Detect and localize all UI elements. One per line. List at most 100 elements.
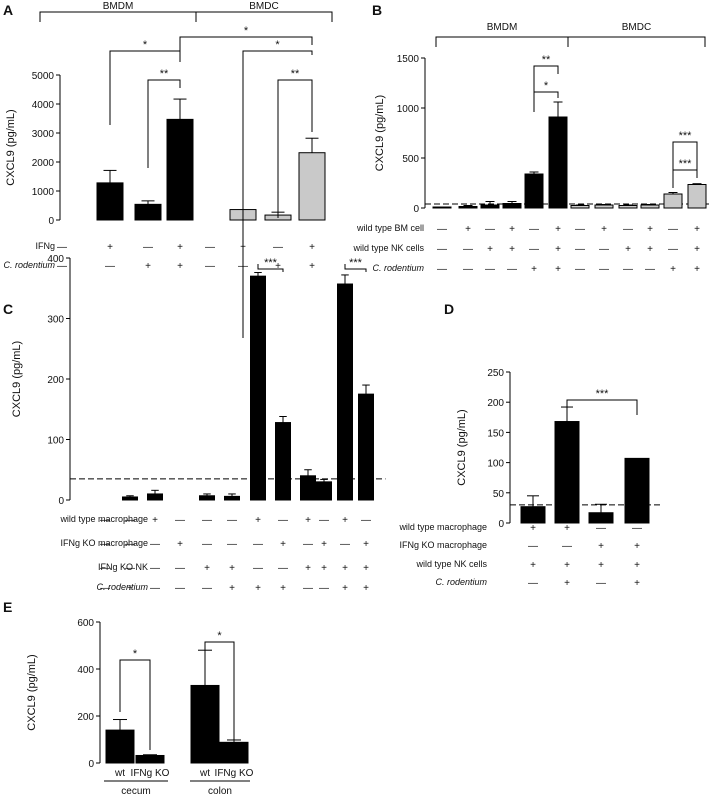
panel-e-significance-bracket (204, 641, 235, 742)
panel-c-condition-sign: — (125, 563, 135, 574)
panel-b-bar (458, 206, 478, 209)
panel-e-group-label: colon (208, 786, 232, 797)
panel-e-bar (190, 684, 220, 764)
panel-b-bar (502, 203, 522, 209)
panel-b-condition-sign: — (575, 224, 585, 235)
panel-c-significance-label: *** (349, 257, 363, 269)
panel-d-y-tick-label: 150 (487, 428, 504, 439)
panel-c-condition-sign: — (125, 539, 135, 550)
panel-c-condition-sign: + (255, 583, 261, 594)
panel-b-condition-sign: + (647, 224, 653, 235)
panel-d-y-label: CXCL9 (pg/mL) (456, 409, 468, 485)
panel-c-condition-sign: — (361, 515, 371, 526)
panel-b-significance-label: *** (679, 158, 693, 170)
panel-b-bar (432, 206, 452, 209)
panel-b-y-tick-label: 1000 (397, 104, 420, 115)
panel-b-condition-sign: — (668, 224, 678, 235)
panel-b-bar (548, 116, 568, 209)
panel-b-significance-bracket (533, 91, 559, 112)
panel-e-y-tick-label: 400 (77, 665, 94, 676)
panel-d-condition-sign: + (530, 523, 536, 534)
panel-b-bar (663, 193, 683, 209)
panel-e-bar (135, 754, 165, 764)
panel-c-condition-sign: — (202, 515, 212, 526)
panel-b-condition-sign: — (463, 244, 473, 255)
panel-c-condition-sign: — (100, 539, 110, 550)
panel-d-condition-sign: + (598, 560, 604, 571)
panel-e-bar (219, 741, 249, 764)
panel-a-group-bracket (195, 11, 333, 22)
panel-c-condition-sign: — (303, 583, 313, 594)
panel-b-bar (687, 184, 707, 209)
panel-b-condition-sign: — (437, 224, 447, 235)
panel-b-condition-label: C. rodentium (372, 263, 424, 273)
panel-b-condition-label: wild type NK cells (352, 243, 424, 253)
panel-c-bar (199, 495, 215, 501)
panel-a-condition-sign: + (177, 261, 183, 272)
panel-a-y-tick-label: 5000 (32, 71, 55, 82)
panel-d-bar (554, 421, 580, 524)
panel-c-letter: C (3, 301, 13, 317)
panel-a-bar (134, 203, 162, 221)
panel-a-condition-sign: + (275, 261, 281, 272)
panel-a-letter: A (3, 2, 13, 18)
panel-e-y-tick-label: 200 (77, 712, 94, 723)
panel-c-condition-sign: — (100, 515, 110, 526)
panel-c-condition-sign: + (342, 583, 348, 594)
panel-b-condition-sign: — (437, 264, 447, 275)
panel-c-condition-sign: — (175, 563, 185, 574)
panel-b-letter: B (372, 2, 382, 18)
panel-e-y-label: CXCL9 (pg/mL) (26, 654, 38, 730)
panel-a-condition-label: IFNg (35, 241, 55, 251)
panel-c-condition-label: IFNg KO macrophage (60, 538, 148, 548)
panel-c-condition-sign: + (204, 563, 210, 574)
panel-a-significance-bracket (109, 50, 181, 125)
panel-c-condition-sign: + (280, 583, 286, 594)
panel-d-significance-label: *** (596, 388, 610, 400)
panel-e-group-label: cecum (121, 786, 150, 797)
panel-d-condition-sign: + (530, 560, 536, 571)
panel-b-bar (480, 204, 500, 209)
panel-b-condition-sign: + (670, 264, 676, 275)
panel-b-condition-sign: + (694, 244, 700, 255)
panel-b-condition-sign: + (647, 244, 653, 255)
panel-b-significance-bracket (533, 65, 559, 112)
panel-d-condition-label: wild type NK cells (415, 559, 487, 569)
panel-a-significance-label: * (275, 39, 280, 51)
panel-b-condition-sign: + (555, 224, 561, 235)
panel-c-condition-sign: — (319, 515, 329, 526)
panel-a-condition-sign: — (105, 261, 115, 272)
panel-b-condition-sign: + (531, 264, 537, 275)
panel-c-y-tick-label: 200 (47, 375, 64, 386)
panel-e-category-label: wt (199, 768, 210, 779)
panel-d-bar (624, 457, 650, 524)
panel-a-significance-bracket (147, 79, 181, 168)
panel-c-bar (300, 475, 316, 501)
panel-a-bar (166, 118, 194, 221)
panel-c-condition-sign: — (100, 563, 110, 574)
panel-a-significance-label: * (143, 39, 148, 51)
panel-b-condition-sign: + (509, 244, 515, 255)
panel-e-category-label: wt (114, 768, 125, 779)
panel-c-condition-sign: — (202, 583, 212, 594)
panel-d-bar (588, 512, 614, 524)
panel-a-y-tick-label: 0 (48, 216, 54, 227)
panel-d-condition-label: wild type macrophage (398, 522, 487, 532)
panel-a-condition-sign: + (107, 242, 113, 253)
panel-a-y-tick-label: 2000 (32, 158, 55, 169)
panel-b-y-label: CXCL9 (pg/mL) (374, 95, 386, 171)
panel-b-condition-sign: — (668, 244, 678, 255)
panel-a-significance-bracket (277, 79, 313, 218)
panel-c-condition-sign: + (342, 515, 348, 526)
panel-a-y-tick-label: 4000 (32, 100, 55, 111)
panel-d-y-tick-label: 50 (493, 489, 505, 500)
panel-d-significance-bracket (566, 399, 638, 415)
panel-c-condition-sign: + (321, 563, 327, 574)
panel-c-condition-sign: — (150, 563, 160, 574)
panel-c-bar (224, 495, 240, 501)
panel-b-group-label: BMDM (487, 22, 518, 33)
panel-b-condition-sign: — (485, 224, 495, 235)
panel-b-group-label: BMDC (622, 22, 651, 33)
panel-a-condition-sign: — (57, 242, 67, 253)
panel-c-condition-sign: + (305, 563, 311, 574)
